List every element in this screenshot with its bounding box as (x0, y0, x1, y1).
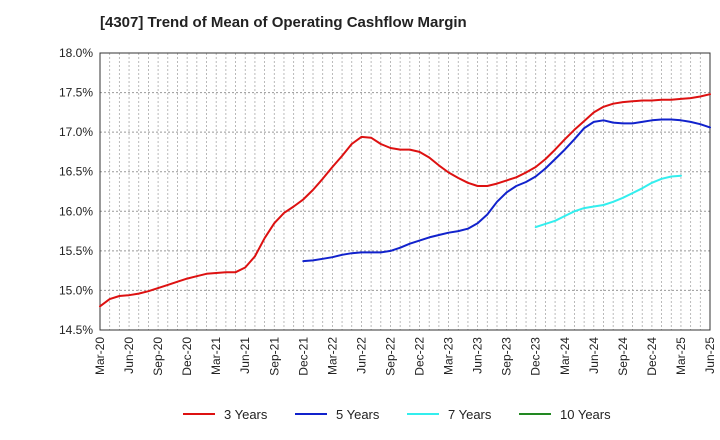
x-tick-label: Mar-23 (442, 337, 456, 375)
x-tick-label: Sep-22 (383, 337, 397, 376)
series-line-3-years (99, 93, 711, 308)
x-tick-label: Jun-20 (122, 337, 136, 374)
x-tick-label: Dec-23 (529, 337, 543, 376)
x-tick-label: Jun-24 (587, 337, 601, 374)
y-tick-label: 16.0% (59, 204, 93, 218)
x-tick-label: Jun-22 (354, 337, 368, 374)
series-line-7-years (534, 174, 682, 229)
x-tick-label: Jun-21 (238, 337, 252, 374)
x-tick-label: Mar-22 (325, 337, 339, 375)
x-tick-label: Dec-21 (296, 337, 310, 376)
plot-area-frame (99, 52, 711, 331)
x-tick-label: Jun-25 (703, 337, 717, 374)
x-tick-label: Mar-20 (93, 337, 107, 375)
series-lines (99, 93, 711, 308)
grid-lines (99, 52, 711, 331)
x-tick-label: Dec-22 (413, 337, 427, 376)
legend-label-10-years: 10 Years (560, 407, 611, 422)
x-tick-label: Sep-23 (500, 337, 514, 376)
legend-label-3-years: 3 Years (224, 407, 268, 422)
x-tick-label: Mar-24 (558, 337, 572, 375)
series-line-5-years (302, 118, 711, 263)
legend-label-5-years: 5 Years (336, 407, 380, 422)
legend: 3 Years 5 Years 7 Years 10 Years (183, 407, 611, 422)
y-tick-label: 18.0% (59, 46, 93, 60)
x-tick-label: Sep-21 (267, 337, 281, 376)
x-tick-label: Mar-21 (209, 337, 223, 375)
x-axis-tick-labels: Mar-20 Jun-20 Sep-20 Dec-20 Mar-21 Jun-21 Sep-… (93, 337, 717, 376)
x-tick-label: Jun-23 (471, 337, 485, 374)
y-tick-label: 16.5% (59, 165, 93, 179)
y-tick-label: 15.5% (59, 244, 93, 258)
y-tick-label: 17.0% (59, 125, 93, 139)
y-tick-label: 17.5% (59, 86, 93, 100)
y-tick-label: 15.0% (59, 283, 93, 297)
x-tick-label: Sep-20 (151, 337, 165, 376)
x-tick-label: Mar-25 (674, 337, 688, 375)
y-tick-label: 14.5% (59, 323, 93, 337)
x-tick-label: Dec-20 (180, 337, 194, 376)
chart-title: [4307] Trend of Mean of Operating Cashfl… (100, 14, 467, 31)
x-tick-label: Sep-24 (616, 337, 630, 376)
x-tick-label: Dec-24 (645, 337, 659, 376)
y-axis-tick-labels: 14.5% 15.0% 15.5% 16.0% 16.5% 17.0% 17.5% 18.0% (59, 46, 93, 337)
legend-label-7-years: 7 Years (448, 407, 492, 422)
